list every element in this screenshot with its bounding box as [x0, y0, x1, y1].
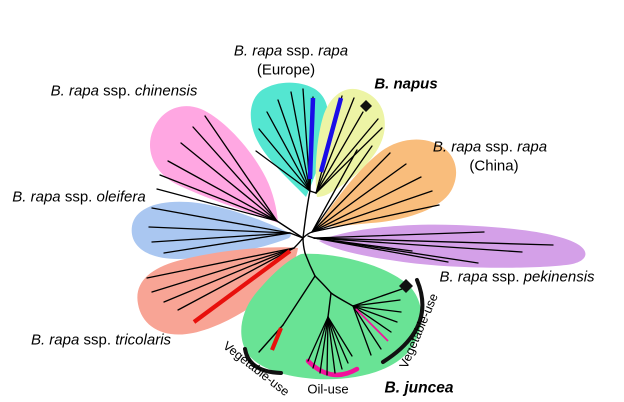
branch-rapa-ssp-chinensis-5	[156, 188, 278, 222]
branch-b-napus-4	[315, 127, 383, 194]
branch-rapa-ssp-chinensis-3	[167, 160, 278, 222]
clade-blob-rapa-ssp-chinensis	[149, 106, 278, 223]
branch-b-juncea-middle-5	[327, 316, 343, 370]
branch-rapa-ssp-pekinensis-5	[313, 237, 413, 252]
branch-rapa-ssp-oleifera-0	[151, 207, 291, 234]
internal-edge-14	[352, 288, 403, 307]
magenta-branch-juncea	[355, 308, 389, 342]
branch-rapa-ssp-rapa-europe-1	[258, 128, 311, 192]
arc-vegetable-use-left	[243, 347, 283, 375]
branch-rapa-ssp-pekinensis-0	[313, 231, 485, 239]
clade-blob-b-juncea	[241, 253, 422, 380]
branch-b-juncea-right-3	[352, 305, 392, 333]
internal-edge-8	[304, 252, 316, 277]
red-branch-tricolaris	[192, 249, 292, 324]
branch-rapa-ssp-chinensis-2	[180, 142, 278, 222]
branch-rapa-ssp-chinensis-0	[204, 115, 278, 222]
branch-b-juncea-middle-0	[307, 316, 329, 362]
branch-rapa-ssp-rapa-china-2	[311, 152, 391, 233]
branch-rapa-ssp-chinensis-4	[159, 174, 278, 222]
branch-rapa-ssp-pekinensis-1	[313, 237, 554, 246]
branch-rapa-ssp-rapa-china-3	[311, 163, 407, 233]
diamond-marker-b-napus	[360, 100, 372, 112]
branch-rapa-ssp-pekinensis-4	[313, 237, 449, 263]
clade-blob-b-napus	[315, 88, 385, 197]
branch-b-juncea-right-1	[352, 305, 402, 313]
branch-rapa-ssp-rapa-europe-4	[290, 91, 311, 192]
branch-rapa-ssp-rapa-china-4	[311, 176, 422, 233]
internal-edge-7	[302, 237, 306, 254]
branch-b-juncea-middle-3	[326, 316, 329, 376]
branch-rapa-ssp-rapa-europe-2	[266, 111, 311, 192]
internal-edge-3	[289, 232, 304, 239]
internal-edge-5	[302, 231, 313, 239]
branch-rapa-ssp-rapa-china-1	[311, 145, 373, 233]
branch-b-juncea-right-2	[352, 305, 398, 323]
internal-edge-0	[302, 190, 311, 239]
branch-b-juncea-middle-6	[327, 316, 349, 364]
branch-b-juncea-right-4	[352, 305, 382, 350]
branch-b-napus-2	[315, 111, 364, 194]
branch-rapa-ssp-rapa-china-6	[311, 204, 440, 233]
arc-vegetable-use-right	[381, 278, 425, 364]
internal-edge-2	[276, 220, 304, 239]
branch-b-juncea-middle-2	[319, 316, 329, 374]
branch-rapa-ssp-rapa-europe-0	[255, 150, 311, 192]
branch-b-napus-1	[315, 97, 355, 194]
clade-blob-rapa-ssp-oleifera	[131, 201, 291, 259]
branch-b-juncea-middle-7	[327, 316, 353, 357]
internal-edge-4	[293, 237, 304, 249]
branch-b-juncea-middle-1	[312, 316, 329, 369]
internal-edge-1	[309, 190, 317, 194]
blue-branch-napus	[318, 97, 344, 173]
diamond-marker-b-juncea	[399, 279, 413, 293]
branch-b-juncea-right-5	[352, 305, 372, 356]
branch-rapa-ssp-pekinensis-2	[313, 237, 523, 253]
internal-edge-12	[327, 292, 332, 318]
branch-rapa-ssp-chinensis-1	[192, 126, 278, 222]
internal-edge-11	[314, 275, 332, 294]
branch-rapa-ssp-oleifera-3	[163, 232, 291, 254]
blue-branch-rapa-europe	[307, 97, 316, 180]
internal-edge-13	[330, 292, 354, 307]
branch-rapa-ssp-tricolaris-0	[146, 247, 295, 279]
branch-rapa-ssp-oleifera-1	[148, 226, 291, 234]
arc-oil-use	[305, 358, 360, 378]
branch-b-juncea-middle-4	[327, 316, 336, 374]
internal-edge-9	[282, 275, 316, 326]
branch-rapa-ssp-tricolaris-3	[177, 247, 295, 311]
clade-blob-rapa-ssp-tricolaris	[137, 247, 298, 335]
branch-rapa-ssp-tricolaris-1	[151, 247, 295, 293]
branch-rapa-ssp-tricolaris-2	[163, 247, 295, 303]
internal-edge-6	[307, 235, 315, 239]
branch-b-juncea-right-0	[352, 299, 401, 307]
branch-rapa-ssp-oleifera-2	[151, 232, 291, 243]
branch-rapa-ssp-rapa-europe-3	[277, 99, 311, 192]
branch-b-napus-3	[315, 118, 379, 194]
red-branch-juncea	[270, 327, 283, 351]
branch-rapa-ssp-rapa-china-0	[311, 149, 358, 233]
clade-blob-rapa-ssp-rapa-china	[317, 139, 457, 227]
branch-rapa-ssp-rapa-china-5	[311, 190, 433, 233]
